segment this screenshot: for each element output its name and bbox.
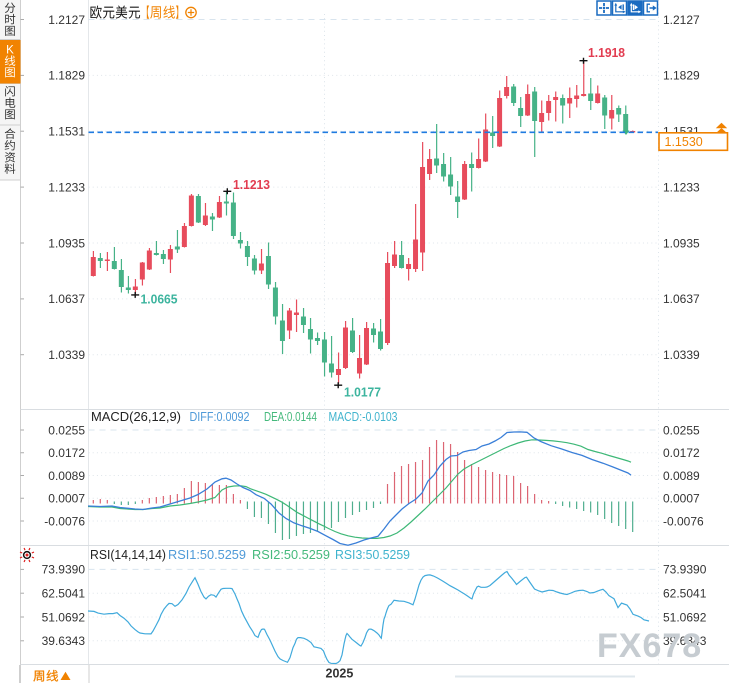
svg-text:FX678: FX678: [597, 627, 702, 665]
svg-text:1.1918: 1.1918: [588, 45, 625, 60]
svg-text:1.0339: 1.0339: [663, 348, 700, 362]
svg-text:1.1213: 1.1213: [233, 177, 270, 192]
svg-text:1.0935: 1.0935: [48, 236, 85, 250]
svg-text:39.6343: 39.6343: [42, 634, 86, 648]
svg-text:DEA:0.0144: DEA:0.0144: [264, 410, 317, 424]
svg-text:MACD(26,12,9): MACD(26,12,9): [91, 410, 181, 424]
svg-text:51.0692: 51.0692: [42, 610, 86, 624]
svg-text:RSI2:50.5259: RSI2:50.5259: [252, 548, 330, 562]
svg-text:73.9390: 73.9390: [663, 563, 707, 577]
svg-text:62.5041: 62.5041: [663, 587, 707, 601]
svg-text:1.1233: 1.1233: [48, 180, 85, 194]
svg-text:1.1531: 1.1531: [48, 125, 85, 139]
svg-text:1.0935: 1.0935: [663, 236, 700, 250]
svg-text:-0.0076: -0.0076: [44, 514, 85, 528]
svg-text:1.1530: 1.1530: [665, 135, 703, 149]
svg-text:MACD:-0.0103: MACD:-0.0103: [329, 410, 398, 424]
svg-text:2025: 2025: [326, 667, 354, 681]
svg-text:1.0637: 1.0637: [663, 292, 700, 306]
svg-text:1.0177: 1.0177: [344, 385, 381, 400]
svg-text:RSI(14,14,14): RSI(14,14,14): [90, 548, 166, 562]
svg-text:0.0007: 0.0007: [663, 492, 700, 506]
svg-text:73.9390: 73.9390: [42, 563, 86, 577]
svg-text:39.6343: 39.6343: [663, 634, 707, 648]
svg-text:RSI1:50.5259: RSI1:50.5259: [168, 548, 246, 562]
svg-text:0.0089: 0.0089: [48, 469, 85, 483]
svg-text:0.0255: 0.0255: [663, 423, 700, 437]
svg-text:-0.0076: -0.0076: [663, 514, 704, 528]
svg-text:DIFF:0.0092: DIFF:0.0092: [190, 410, 250, 424]
svg-text:0.0089: 0.0089: [663, 469, 700, 483]
svg-text:1.2127: 1.2127: [48, 13, 85, 27]
svg-text:RSI3:50.5259: RSI3:50.5259: [335, 548, 410, 562]
svg-text:0.0007: 0.0007: [48, 492, 85, 506]
svg-text:1.0637: 1.0637: [48, 292, 85, 306]
svg-text:0.0255: 0.0255: [48, 423, 85, 437]
svg-text:1.1829: 1.1829: [48, 69, 85, 83]
svg-text:51.0692: 51.0692: [663, 610, 707, 624]
svg-text:K: K: [6, 45, 14, 57]
svg-text:1.0339: 1.0339: [48, 348, 85, 362]
svg-text:0.0172: 0.0172: [48, 446, 85, 460]
svg-text:0.0172: 0.0172: [663, 446, 700, 460]
svg-text:1.1233: 1.1233: [663, 180, 700, 194]
svg-text:1.2127: 1.2127: [663, 13, 700, 27]
svg-text:62.5041: 62.5041: [42, 587, 86, 601]
svg-text:1.1829: 1.1829: [663, 69, 700, 83]
svg-text:1.0665: 1.0665: [141, 292, 178, 307]
